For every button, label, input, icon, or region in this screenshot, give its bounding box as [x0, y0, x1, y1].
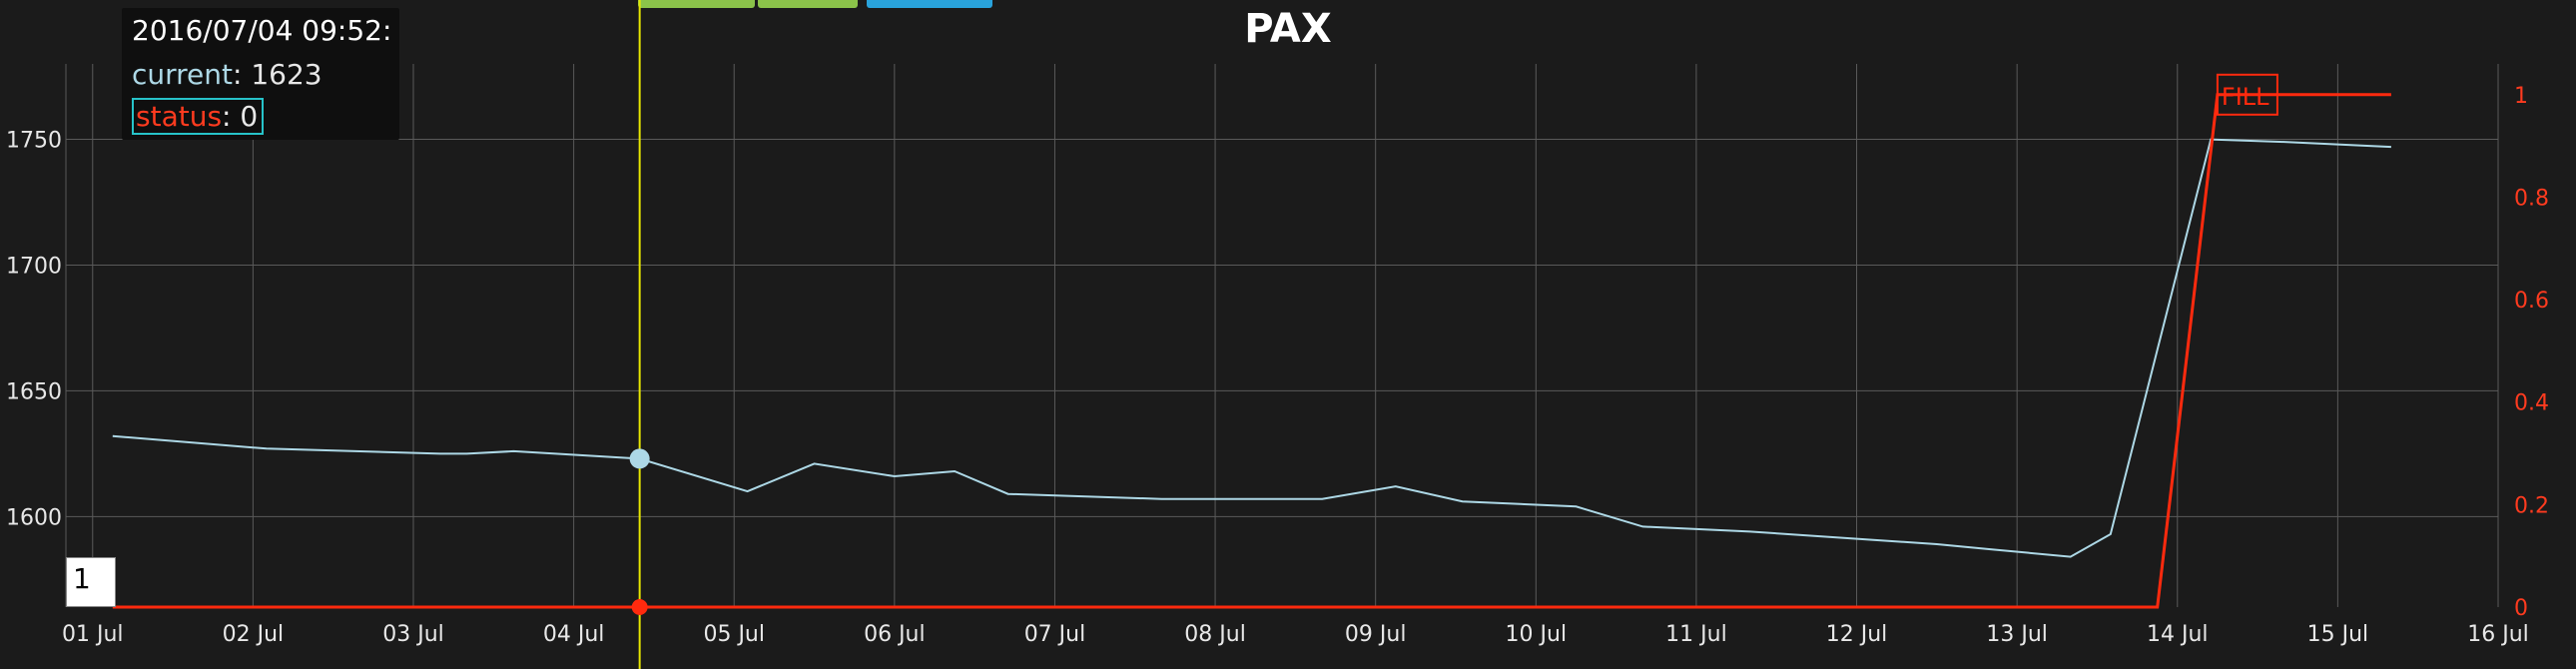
- tooltip-status-value: 0: [240, 100, 259, 133]
- x-tick-label: 04 Jul: [543, 622, 605, 647]
- x-tick-label: 09 Jul: [1345, 622, 1407, 647]
- y-right-tick-label: 0.4: [2514, 391, 2549, 416]
- chart-title: PAX: [1244, 6, 1332, 52]
- hover-tooltip: 2016/07/04 09:52: current: 1623 status: …: [122, 8, 399, 140]
- crosshair-point-current: [629, 448, 650, 469]
- y-left-tick-label: 1650: [6, 379, 62, 404]
- x-tick-label: 02 Jul: [223, 622, 285, 647]
- y-right-tick-label: 0.8: [2514, 186, 2549, 211]
- y-right-tick-label: 0: [2514, 596, 2528, 621]
- tooltip-current: current: 1623: [132, 58, 322, 91]
- page-number-box[interactable]: 1: [66, 557, 116, 607]
- x-tick-label: 13 Jul: [1986, 622, 2048, 647]
- crosshair-point-status: [631, 599, 648, 615]
- annotation-box: [2216, 73, 2278, 116]
- x-tick-label: 12 Jul: [1826, 622, 1888, 647]
- tooltip-status-label: status: [136, 100, 223, 133]
- x-tick-label: 03 Jul: [382, 622, 444, 647]
- x-tick-label: 06 Jul: [864, 622, 926, 647]
- y-left-tick-label: 1700: [6, 254, 62, 279]
- y-left-tick-label: 1600: [6, 505, 62, 530]
- y-right-tick-label: 0.6: [2514, 289, 2549, 314]
- x-tick-label: 10 Jul: [1506, 622, 1568, 647]
- tooltip-current-label: current: [132, 58, 234, 91]
- x-tick-label: 01 Jul: [62, 622, 124, 647]
- x-tick-label: 08 Jul: [1184, 622, 1246, 647]
- tab-blue[interactable]: [867, 0, 992, 8]
- tab-green-2[interactable]: [758, 0, 858, 8]
- y-right-tick-label: 0.2: [2514, 493, 2549, 518]
- tooltip-timestamp: 2016/07/04 09:52:: [132, 14, 392, 47]
- x-tick-label: 15 Jul: [2307, 622, 2369, 647]
- annotation-label: FILL: [2222, 83, 2269, 111]
- x-tick-label: 14 Jul: [2147, 622, 2209, 647]
- x-tick-label: 07 Jul: [1024, 622, 1086, 647]
- x-tick-label: 16 Jul: [2467, 622, 2529, 647]
- y-left-tick-label: 1750: [6, 129, 62, 154]
- tab-green-1[interactable]: [638, 0, 755, 8]
- tooltip-current-value: 1623: [251, 58, 322, 91]
- series-line-current: [112, 138, 2391, 558]
- x-tick-label: 11 Jul: [1665, 622, 1727, 647]
- tooltip-status: status: 0: [132, 98, 265, 135]
- x-tick-label: 05 Jul: [703, 622, 765, 647]
- y-right-tick-label: 1: [2514, 84, 2528, 109]
- series-line-status: [112, 93, 2391, 609]
